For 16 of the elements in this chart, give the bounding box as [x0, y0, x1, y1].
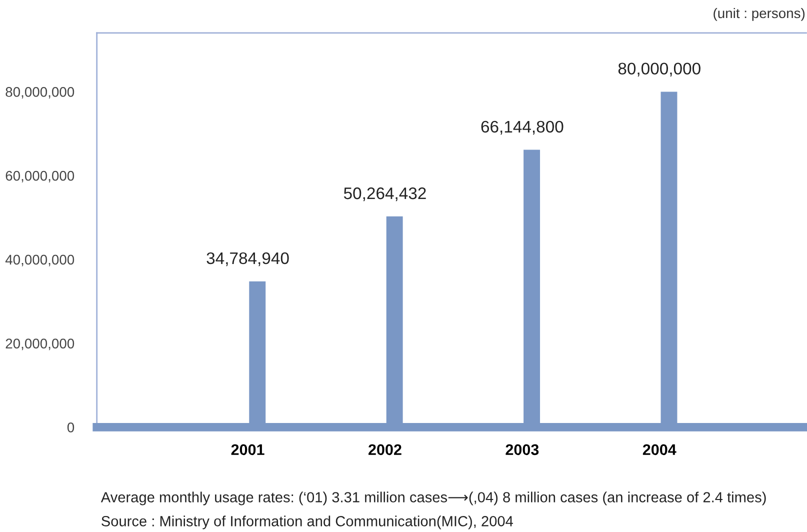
data-label: 50,264,432 [344, 187, 426, 202]
chart-subtitle: (unit : persons) [714, 8, 805, 21]
y-tick-label: 60,000,000 [6, 170, 74, 182]
x-tick-label: 2002 [368, 444, 402, 456]
data-label: 34,784,940 [206, 252, 289, 266]
x-tick-label: 2001 [231, 444, 264, 456]
source-note: Source : Ministry of Information and Communication(MIC), 2004 [102, 516, 513, 530]
y-tick-label: 20,000,000 [6, 338, 74, 350]
data-label: 66,144,800 [481, 120, 564, 135]
y-tick-label: 40,000,000 [5, 254, 74, 266]
x-tick-label: 2003 [506, 444, 539, 456]
data-label: 80,000,000 [618, 62, 700, 76]
y-tick-label: 80,000,000 [6, 87, 74, 99]
y-tick-label: 0 [67, 422, 74, 432]
text: Average monthly usage rates: (‘01) 3.31 million cases⟶(,04) 8 million cases (an increase of 2.4 times) [100, 492, 766, 506]
x-tick-label: 2004 [642, 444, 676, 456]
